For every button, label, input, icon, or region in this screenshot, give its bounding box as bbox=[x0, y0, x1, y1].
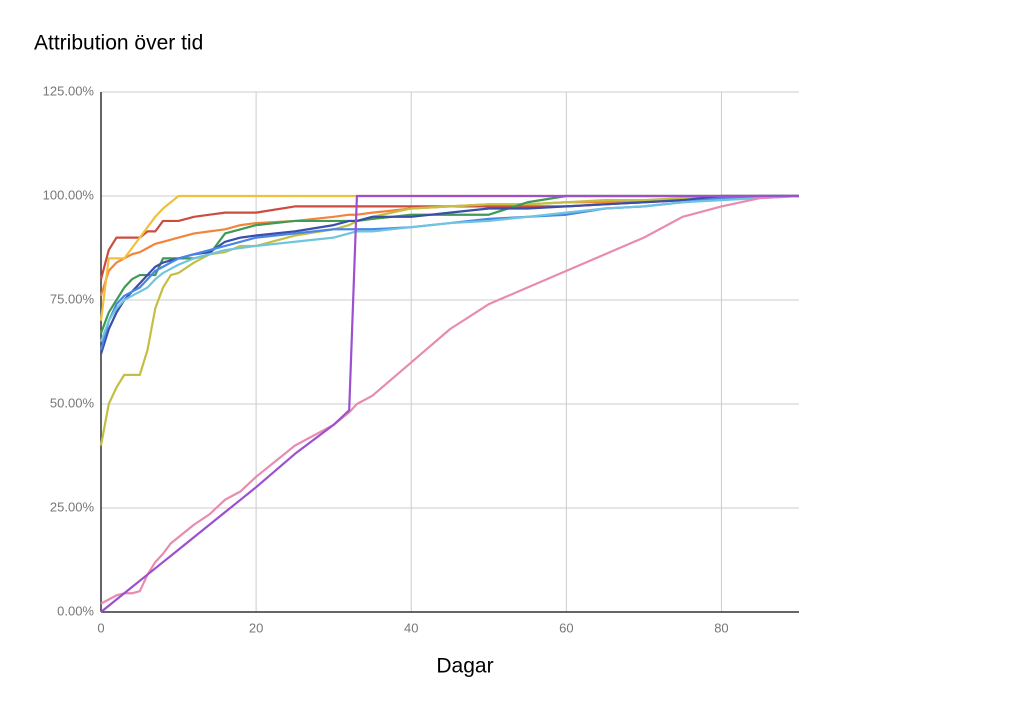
x-axis-label: Dagar bbox=[436, 655, 493, 678]
data-line bbox=[100, 194, 799, 613]
x-tick-label: 20 bbox=[249, 620, 263, 635]
x-tick-label: 40 bbox=[404, 620, 418, 635]
x-tick-label: 0 bbox=[97, 620, 104, 635]
y-tick-label: 125.00% bbox=[43, 83, 95, 98]
data-line bbox=[100, 194, 800, 605]
x-tick-label: 60 bbox=[559, 620, 573, 635]
data-line bbox=[99, 194, 799, 297]
data-line bbox=[99, 194, 800, 342]
data-line bbox=[99, 194, 799, 355]
data-line bbox=[99, 194, 799, 351]
y-tick-label: 0.00% bbox=[57, 603, 94, 618]
chart-title: Attribution över tid bbox=[34, 32, 203, 55]
data-line bbox=[99, 194, 799, 334]
y-tick-label: 25.00% bbox=[50, 499, 95, 514]
y-tick-label: 50.00% bbox=[50, 395, 95, 410]
data-line bbox=[99, 194, 799, 280]
data-line bbox=[99, 194, 799, 446]
y-tick-label: 75.00% bbox=[50, 291, 95, 306]
y-tick-label: 100.00% bbox=[43, 187, 95, 202]
x-tick-label: 80 bbox=[714, 620, 728, 635]
